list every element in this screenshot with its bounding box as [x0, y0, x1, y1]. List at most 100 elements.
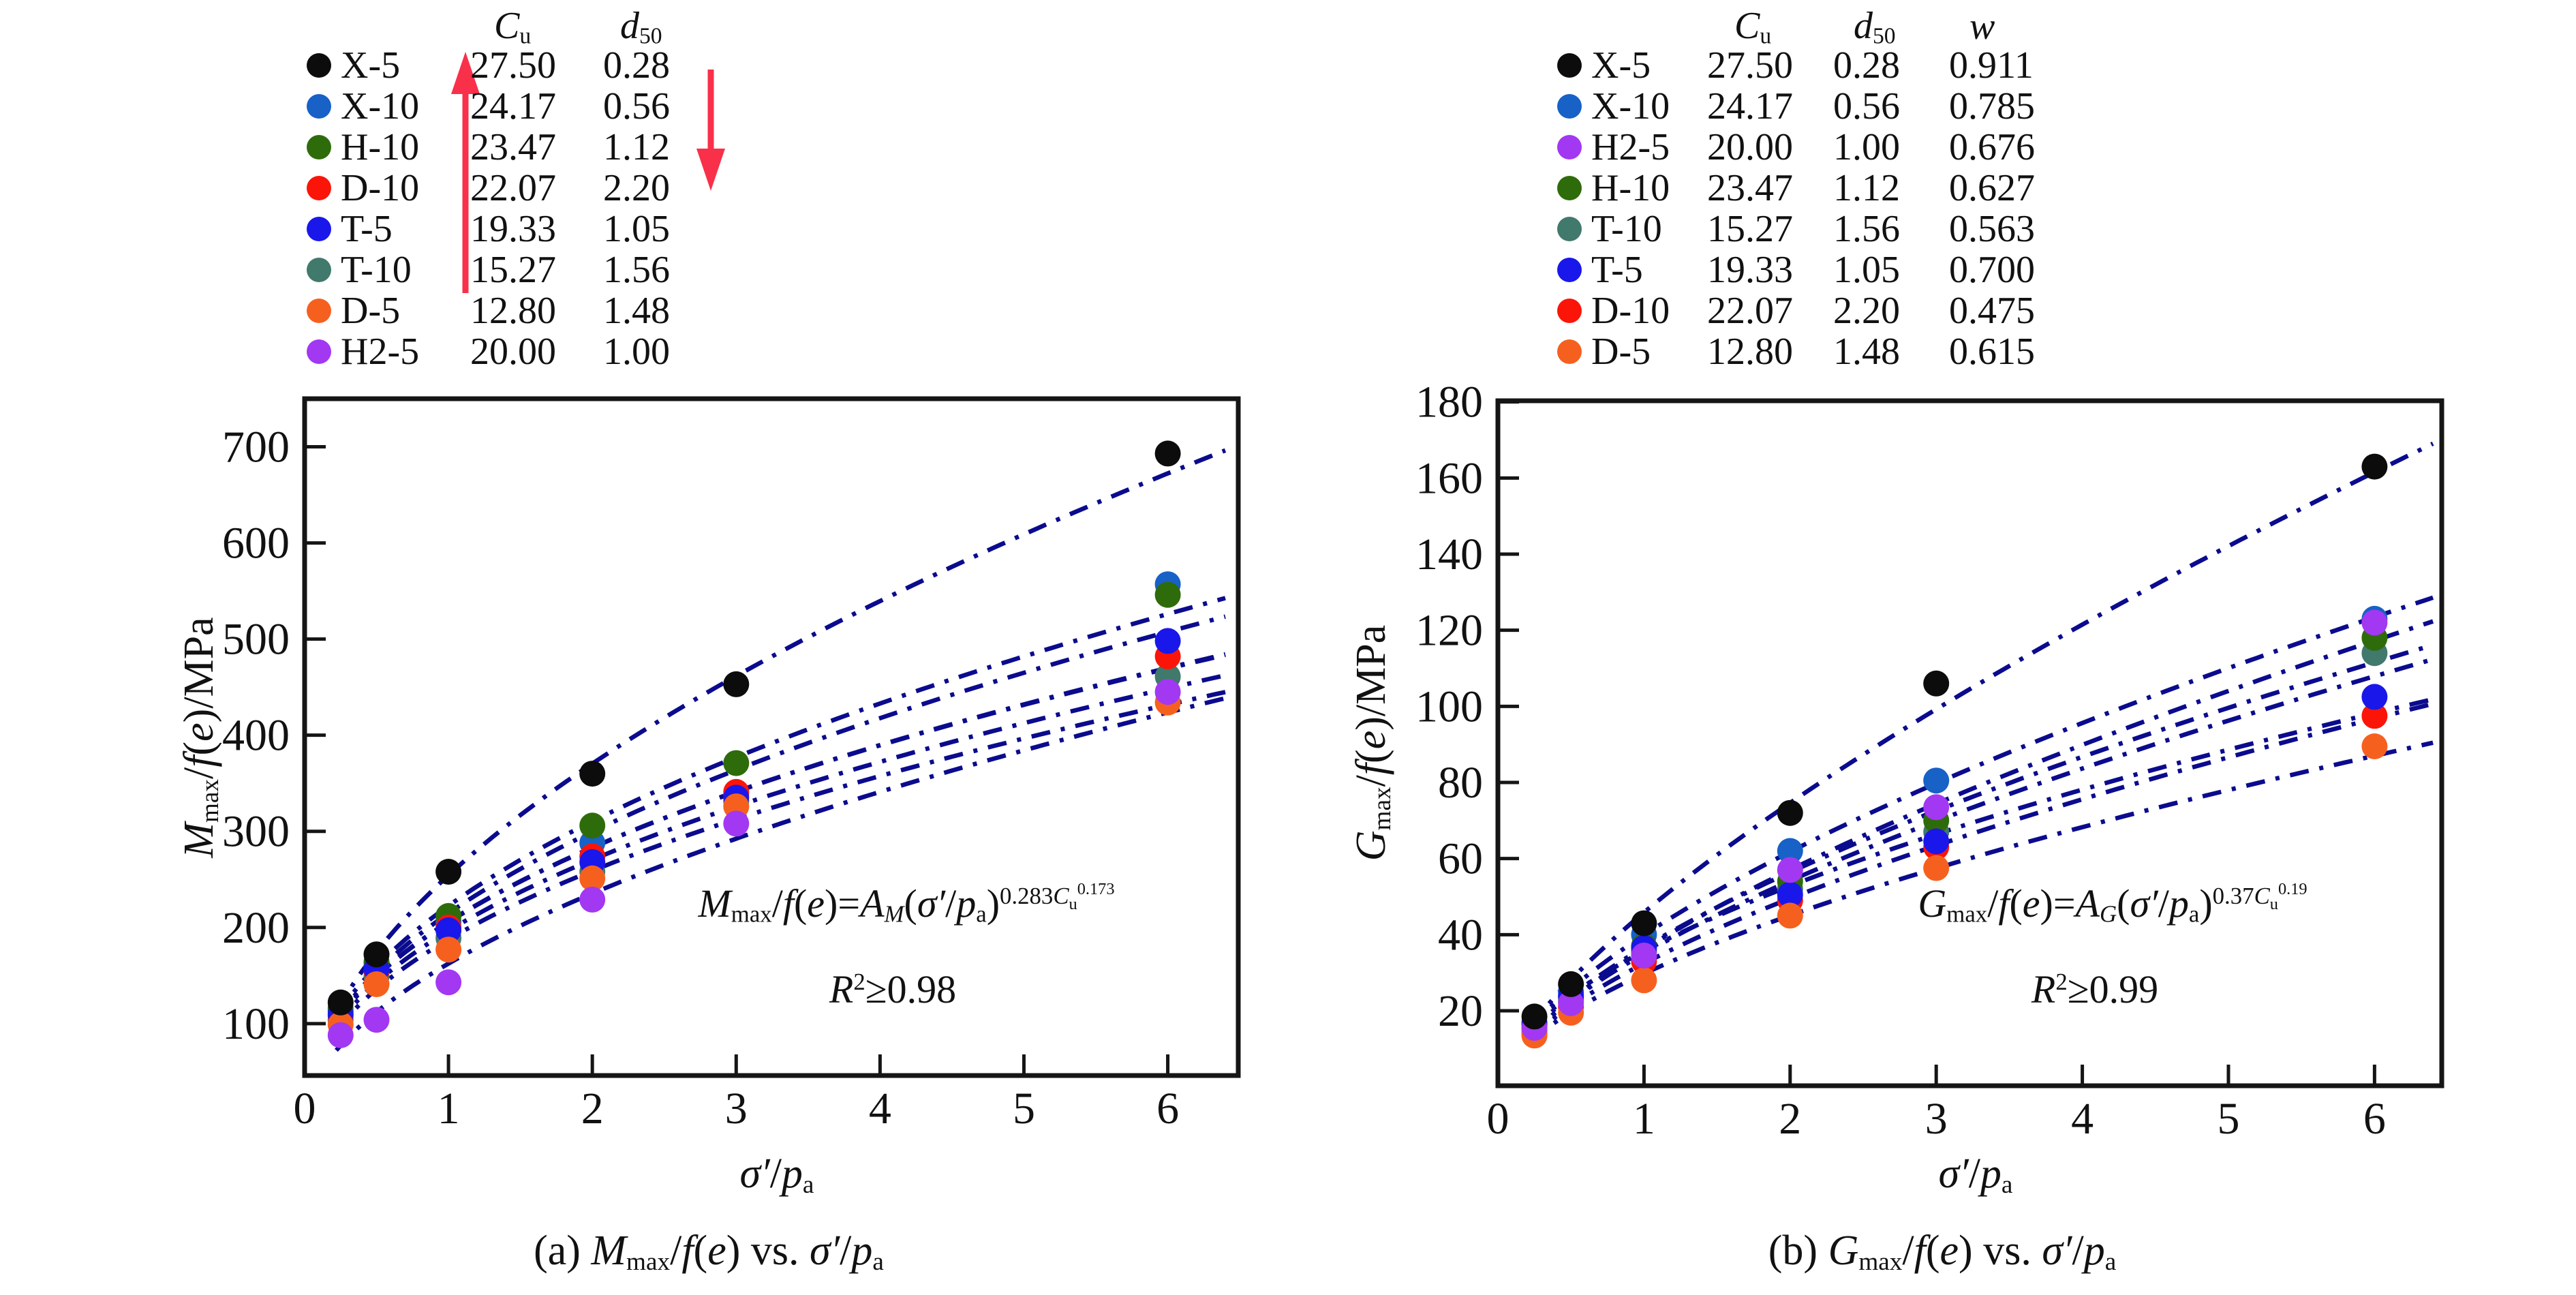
legend-value-w: 0.676: [1949, 126, 2035, 168]
legend-value-cu: 22.07: [470, 167, 556, 209]
y-tick-label: 600: [222, 519, 290, 568]
text-segment: a: [2104, 1248, 2117, 1277]
fit-curve-X-5: [334, 448, 1227, 1014]
legend-value-d50: 1.00: [603, 331, 670, 373]
text-segment: e: [176, 722, 222, 742]
cu-increase-arrowhead-icon: [451, 52, 480, 94]
legend-marker-icon: [1557, 53, 1582, 78]
text-segment: R: [2031, 967, 2056, 1011]
legend-marker-icon: [1557, 94, 1582, 119]
legend-series-name: T-10: [341, 249, 412, 291]
fit-curve-H-10: [1528, 643, 2434, 1034]
text-segment: e: [2022, 881, 2040, 926]
legend-value-d50: 1.12: [603, 126, 670, 168]
x-tick-label: 6: [1156, 1084, 1179, 1133]
text-segment: ): [2199, 881, 2213, 926]
text-segment: ) vs.: [1959, 1228, 2042, 1274]
text-segment: /: [1902, 1228, 1914, 1274]
legend-value-d50: 1.05: [1833, 249, 1900, 291]
data-point-X-5: [1923, 670, 1950, 697]
text-segment: (: [1348, 749, 1394, 763]
data-point-D-5: [1923, 855, 1950, 881]
text-segment: u: [2269, 895, 2278, 914]
y-tick-label: 160: [1415, 453, 1483, 503]
legend-value-cu: 20.00: [1707, 126, 1793, 168]
fit-equation-a: Mmax/f(e)=AM(σ′/pa)0.283Cu0.173: [532, 874, 1281, 933]
text-segment: C: [2254, 882, 2270, 909]
data-point-D-5: [1631, 967, 1657, 994]
legend-marker-icon: [1557, 299, 1582, 323]
x-tick-label: 1: [438, 1084, 460, 1133]
data-point-T-5: [2361, 684, 2388, 710]
text-segment: p: [2083, 1228, 2105, 1274]
legend-value-w: 0.563: [1949, 208, 2035, 250]
y-tick-label: 80: [1438, 758, 1483, 808]
data-point-H2-5: [435, 969, 462, 996]
x-tick-label: 2: [1779, 1094, 1801, 1144]
text-segment: max: [1368, 787, 1397, 831]
text-segment: /: [670, 1228, 682, 1274]
legend-marker-icon: [307, 135, 331, 159]
data-point-D-5: [435, 936, 462, 963]
text-segment: e: [1939, 1228, 1959, 1274]
legend-value-d50: 0.56: [603, 85, 670, 127]
data-point-H2-5: [363, 1007, 390, 1033]
text-segment: (: [176, 741, 222, 756]
text-segment: d: [620, 4, 639, 47]
legend-value-cu: 12.80: [1707, 331, 1793, 373]
data-point-H2-5: [579, 886, 606, 913]
text-segment: σ′: [2130, 881, 2158, 926]
text-segment: max: [626, 1248, 671, 1277]
text-segment: u: [1760, 23, 1772, 49]
text-segment: u: [1069, 895, 1077, 914]
legend-value-d50: 2.20: [1833, 290, 1900, 332]
data-point-X-5: [1777, 799, 1803, 826]
text-segment: σ′: [1938, 1151, 1969, 1197]
legend-value-d50: 1.56: [1833, 208, 1900, 250]
legend-value-w: 0.785: [1949, 85, 2035, 127]
y-tick-label: 700: [222, 423, 290, 472]
plot-frame: [302, 396, 1241, 1078]
legend-row-X-10: X-10 24.17 0.56 0.785: [1557, 85, 2072, 127]
text-segment: )/MPa: [176, 617, 222, 723]
text-segment: u: [519, 23, 532, 49]
legend-header-d50: d50: [1833, 4, 1949, 49]
legend-marker-icon: [1557, 339, 1582, 364]
fit-curve-X-10: [334, 614, 1226, 1022]
legend-marker-icon: [1557, 135, 1582, 159]
legend-series-name: X-5: [341, 44, 401, 87]
legend-row-D-10: D-10 22.07 2.20: [307, 167, 712, 209]
text-segment: G: [2099, 900, 2117, 928]
text-segment: f: [681, 1228, 694, 1274]
x-tick-label: 3: [725, 1084, 748, 1133]
data-point-H2-5: [1923, 794, 1950, 821]
y-tick-label: 20: [1438, 986, 1483, 1036]
text-segment: (b): [1768, 1228, 1828, 1274]
legend-value-cu: 22.07: [1707, 290, 1793, 332]
text-segment: (a): [534, 1228, 592, 1274]
legend-panel-a: Cu d50 X-5 27.50 0.28 X-10 24.17 0.56 H-10 23.47 1…: [307, 4, 712, 373]
text-segment: /: [2072, 1228, 2084, 1274]
legend-value-d50: 0.56: [1833, 85, 1900, 127]
legend-marker-icon: [1557, 176, 1582, 200]
text-segment: p: [851, 1228, 873, 1274]
text-segment: ≥0.99: [2067, 967, 2159, 1011]
y-tick-label: 200: [222, 903, 290, 953]
text-segment: p: [2168, 881, 2189, 926]
legend-marker-icon: [307, 217, 331, 241]
legend-row-T-5: T-5 19.33 1.05: [307, 208, 712, 250]
legend-panel-b: Cu d50 w X-5 27.50 0.28 0.911 X-10 24.17 0.56 0.78…: [1557, 5, 2072, 373]
legend-series-name: H2-5: [341, 331, 420, 373]
text-segment: f: [782, 881, 794, 926]
data-point-T-5: [1777, 881, 1803, 908]
legend-header-w: w: [1949, 5, 2072, 48]
x-axis-label-a: σ′/pa: [641, 1145, 913, 1202]
text-segment: )=: [2040, 881, 2076, 926]
data-point-H2-5: [1154, 679, 1181, 705]
text-segment: /: [945, 881, 957, 926]
legend-series-name: T-5: [1591, 249, 1643, 291]
text-segment: a: [2188, 900, 2200, 928]
x-tick-label: 1: [1633, 1094, 1655, 1144]
data-point-D-5: [2361, 733, 2388, 759]
